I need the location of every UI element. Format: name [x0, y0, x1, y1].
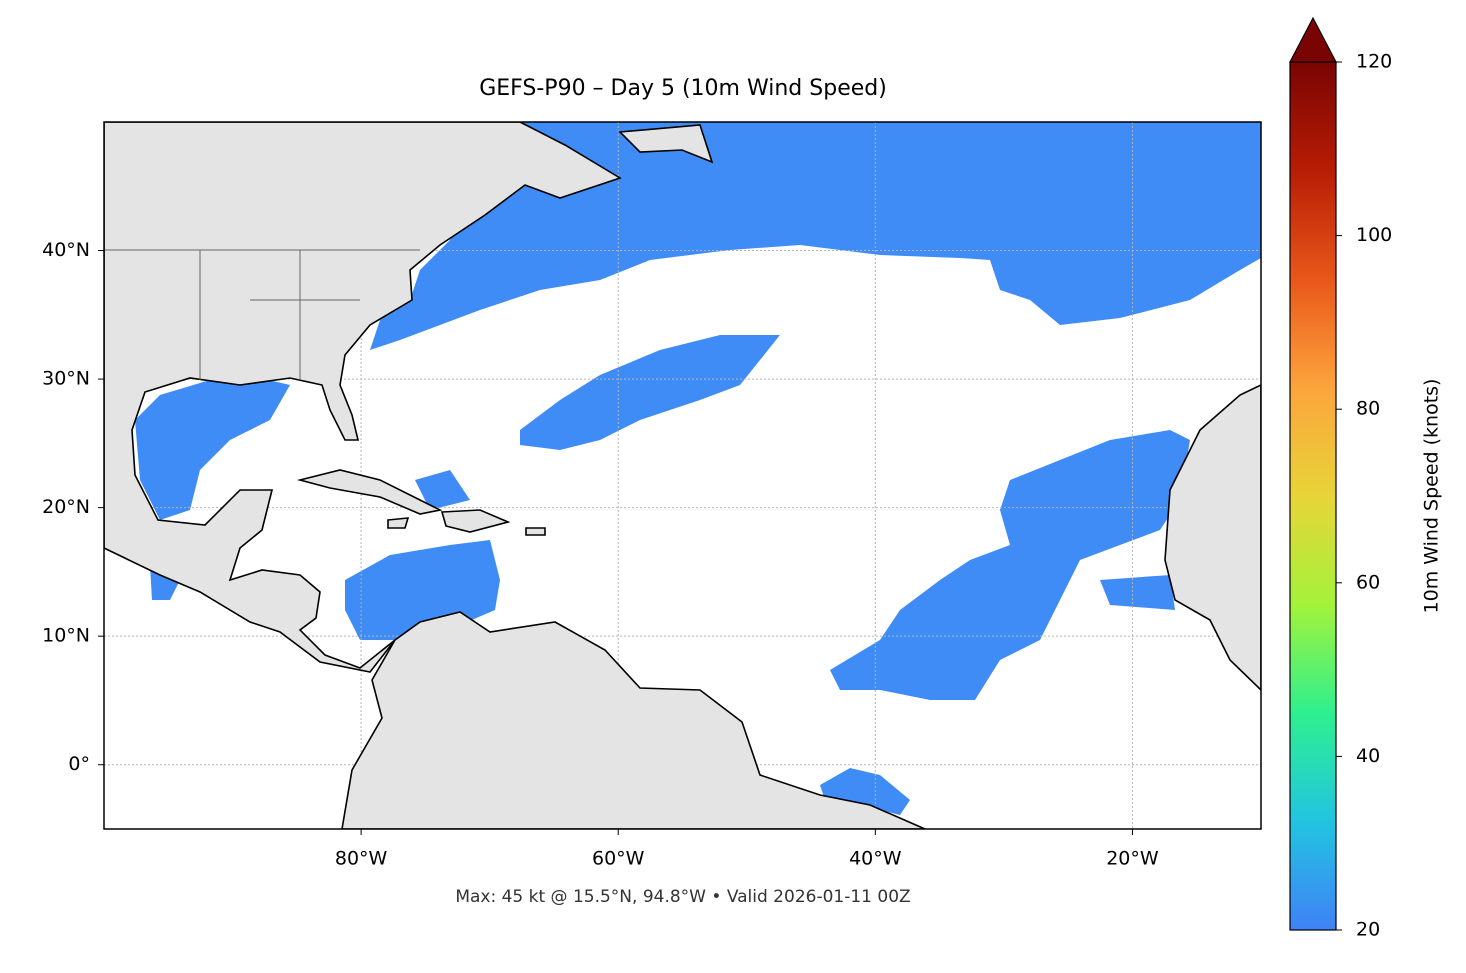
y-tick-label: 0° — [68, 753, 90, 775]
jamaica — [387, 517, 410, 529]
africa — [1164, 384, 1261, 692]
colorbar-tick-label: 120 — [1356, 51, 1392, 73]
x-tick-label: 20°W — [1106, 848, 1159, 870]
borders — [104, 249, 420, 380]
wind-area — [830, 430, 1190, 700]
y-tick-label: 20°N — [42, 496, 90, 518]
colorbar-tick-label: 20 — [1356, 919, 1380, 941]
wind-area — [520, 335, 780, 450]
y-tick-label: 40°N — [42, 239, 90, 261]
north-america — [104, 122, 622, 673]
y-tick-label: 10°N — [42, 625, 90, 647]
map — [104, 122, 1261, 829]
caption: Max: 45 kt @ 15.5°N, 94.8°W • Valid 2026… — [455, 887, 910, 907]
hispaniola — [440, 509, 511, 533]
cuba — [296, 469, 443, 515]
colorbar-label: 10m Wind Speed (knots) — [1421, 379, 1443, 614]
map-frame — [103, 121, 1262, 830]
colorbar-extend — [1289, 16, 1337, 63]
wind-area — [415, 470, 470, 510]
x-tick-label: 40°W — [849, 848, 902, 870]
newfoundland — [618, 124, 714, 164]
colorbar-tick-label: 80 — [1356, 398, 1380, 420]
south-america — [341, 611, 926, 829]
y-tick-label: 30°N — [42, 368, 90, 390]
chart-title: GEFS-P90 – Day 5 (10m Wind Speed) — [479, 76, 887, 101]
colorbar-tick-label: 60 — [1356, 571, 1380, 593]
colorbar — [1289, 61, 1337, 931]
wind-area — [135, 378, 290, 520]
x-tick-label: 60°W — [592, 848, 645, 870]
puerto-rico — [525, 527, 546, 536]
x-tick-label: 80°W — [335, 848, 388, 870]
land — [104, 122, 1261, 829]
wind-area — [1100, 575, 1175, 610]
colorbar-tick-label: 40 — [1356, 745, 1380, 767]
wind-area — [820, 768, 910, 815]
colorbar-tick-label: 100 — [1356, 224, 1392, 246]
